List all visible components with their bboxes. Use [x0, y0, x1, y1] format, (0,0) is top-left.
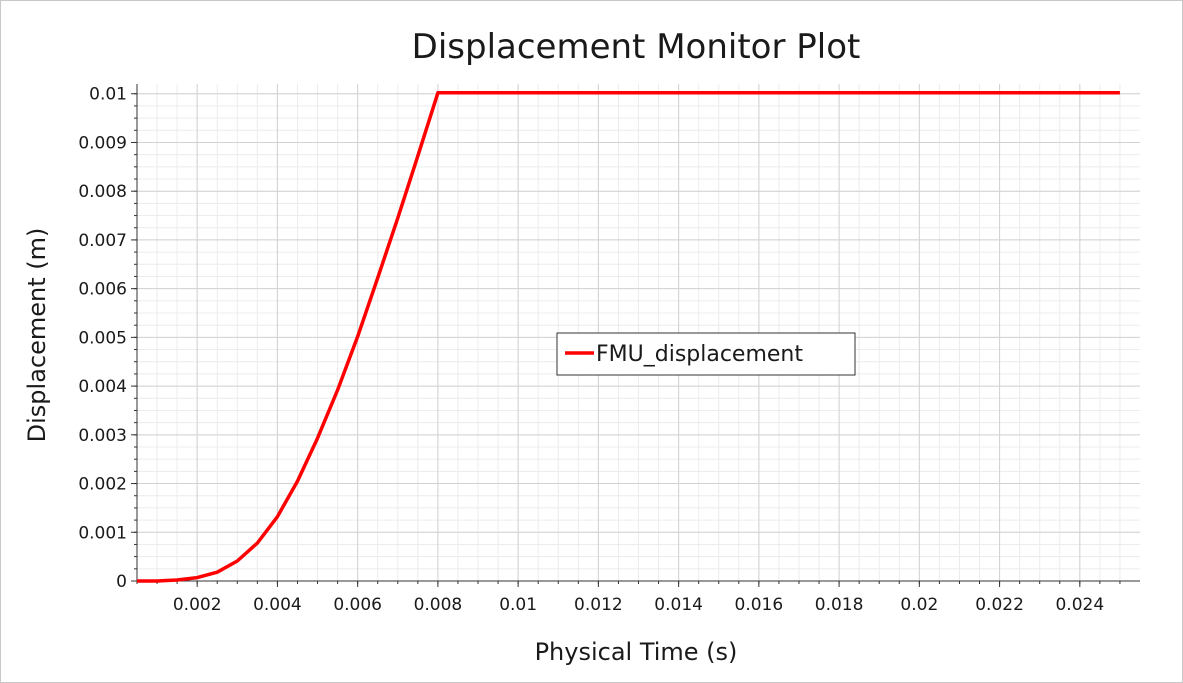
x-tick-label: 0.024 — [1055, 595, 1104, 615]
y-tick-label: 0.009 — [78, 133, 127, 153]
legend-label: FMU_displacement — [596, 342, 803, 367]
x-axis-label: Physical Time (s) — [535, 638, 738, 666]
y-tick-labels: 0 0.001 0.002 0.003 0.004 0.005 0.006 0.007 0.00… — [78, 85, 127, 592]
x-tick-label: 0.018 — [815, 595, 864, 615]
x-tick-label: 0.002 — [173, 595, 222, 615]
y-tick-label: 0.008 — [78, 182, 127, 202]
x-tick-label: 0.008 — [414, 595, 463, 615]
legend-box — [556, 332, 856, 376]
y-tick-label: 0.005 — [78, 328, 127, 348]
y-tick-label: 0.004 — [78, 377, 127, 397]
y-tick-label: 0.002 — [78, 475, 127, 495]
y-tick-label: 0.003 — [78, 426, 127, 446]
y-tick-label: 0.001 — [78, 523, 127, 543]
x-tick-label: 0.006 — [333, 595, 382, 615]
chart-title: Displacement Monitor Plot — [412, 27, 861, 67]
x-tick-label: 0.014 — [654, 595, 703, 615]
x-tick-label: 0.004 — [253, 595, 302, 615]
series-line-fmu-displacement — [137, 91, 1120, 583]
x-tick-label: 0.016 — [735, 595, 784, 615]
y-axis-label: Displacement (m) — [23, 228, 51, 443]
y-tick-label: 0.006 — [78, 280, 127, 300]
y-tick-label: 0.01 — [89, 85, 127, 105]
x-tick-labels: 0.002 0.004 0.006 0.008 0.01 0.012 0.014 0.016 0… — [173, 595, 1104, 615]
series-layer — [137, 91, 1120, 583]
x-tick-label: 0.02 — [900, 595, 938, 615]
x-tick-label: 0.01 — [499, 595, 537, 615]
legend: FMU_displacement — [556, 332, 856, 376]
y-tick-label: 0 — [116, 572, 127, 592]
ticks-layer — [131, 93, 1121, 587]
y-tick-label: 0.007 — [78, 231, 127, 251]
x-tick-label: 0.012 — [574, 595, 623, 615]
x-tick-label: 0.022 — [975, 595, 1024, 615]
